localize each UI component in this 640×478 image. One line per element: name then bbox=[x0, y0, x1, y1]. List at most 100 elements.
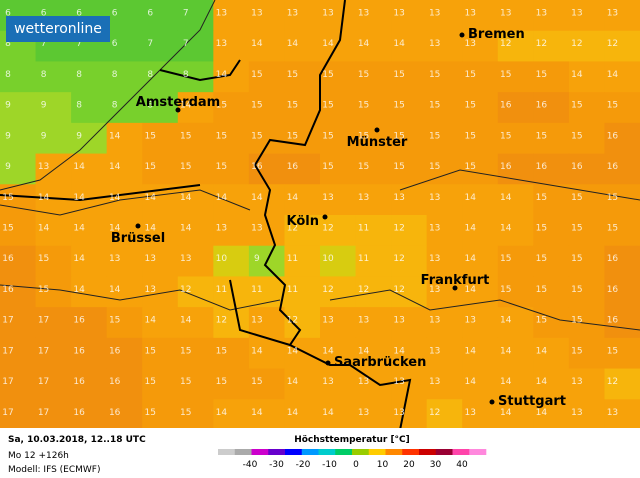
temperature-cell bbox=[213, 30, 250, 62]
legend-swatch bbox=[218, 449, 236, 455]
city-dot bbox=[325, 360, 331, 366]
temperature-cell bbox=[426, 184, 463, 216]
city-name: Saarbrücken bbox=[334, 355, 426, 370]
temperature-cell bbox=[177, 61, 214, 93]
temperature-cell bbox=[284, 399, 321, 431]
temperature-cell bbox=[568, 245, 605, 277]
temperature-cell bbox=[604, 184, 640, 216]
temperature-value: 11 bbox=[287, 285, 298, 295]
temperature-value: 13 bbox=[109, 254, 120, 264]
legend-tick-label: 0 bbox=[353, 460, 359, 470]
temperature-cell bbox=[213, 92, 250, 124]
temperature-cell bbox=[462, 399, 499, 431]
temperature-cell bbox=[106, 215, 143, 247]
temperature-cell bbox=[568, 337, 605, 370]
temperature-cell bbox=[568, 153, 605, 185]
temperature-value: 17 bbox=[38, 408, 49, 418]
temperature-value: 16 bbox=[607, 131, 619, 141]
temperature-cell bbox=[71, 368, 108, 400]
temperature-value: 11 bbox=[216, 285, 227, 295]
logo: wetteronline bbox=[14, 21, 102, 37]
city-dot bbox=[489, 399, 495, 405]
temperature-value: 12 bbox=[393, 224, 404, 234]
temperature-value: 16 bbox=[607, 162, 619, 172]
temperature-value: 11 bbox=[251, 285, 262, 295]
temperature-field bbox=[0, 0, 640, 431]
temperature-value: 8 bbox=[183, 70, 189, 80]
temperature-value: 13 bbox=[571, 408, 582, 418]
temperature-value: 14 bbox=[251, 193, 263, 203]
temperature-cell bbox=[142, 276, 179, 308]
temperature-value: 16 bbox=[251, 162, 263, 172]
legend: -40 -30 -20 -10 0 10 20 30 40 bbox=[218, 449, 487, 470]
temperature-value: 17 bbox=[38, 377, 49, 387]
temperature-value: 14 bbox=[251, 39, 263, 49]
temperature-value: 16 bbox=[73, 408, 85, 418]
city-name: Köln bbox=[287, 214, 320, 229]
temperature-cell bbox=[355, 30, 392, 62]
legend-tick-label: 40 bbox=[456, 460, 468, 470]
temperature-cell bbox=[248, 368, 285, 400]
temperature-cell bbox=[71, 153, 108, 185]
temperature-cell bbox=[391, 153, 428, 185]
temperature-value: 8 bbox=[5, 70, 11, 80]
temperature-cell bbox=[71, 61, 108, 93]
legend-swatch bbox=[452, 449, 470, 455]
temperature-value: 15 bbox=[607, 193, 618, 203]
temperature-cell bbox=[568, 92, 605, 124]
temperature-cell bbox=[568, 276, 605, 308]
temperature-cell bbox=[35, 276, 72, 308]
temperature-cell bbox=[0, 307, 37, 339]
temperature-cell bbox=[71, 337, 108, 370]
temperature-value: 15 bbox=[429, 101, 440, 111]
temperature-value: 12 bbox=[393, 285, 404, 295]
temperature-value: 13 bbox=[429, 39, 440, 49]
temperature-value: 13 bbox=[464, 408, 475, 418]
temperature-cell bbox=[497, 399, 534, 431]
temperature-value: 15 bbox=[144, 131, 155, 141]
temperature-cell bbox=[106, 337, 143, 370]
temperature-value: 13 bbox=[216, 39, 227, 49]
temperature-value: 13 bbox=[393, 377, 404, 387]
temperature-value: 15 bbox=[571, 224, 582, 234]
temperature-cell bbox=[604, 153, 640, 185]
temperature-cell bbox=[177, 368, 214, 400]
temperature-cell bbox=[284, 30, 321, 62]
city-dot bbox=[459, 32, 465, 38]
temperature-value: 13 bbox=[216, 224, 227, 234]
temperature-cell bbox=[568, 122, 605, 155]
legend-swatch bbox=[352, 449, 370, 455]
temperature-cell bbox=[391, 399, 428, 431]
logo-box bbox=[6, 16, 110, 42]
temperature-value: 15 bbox=[358, 70, 369, 80]
country-border bbox=[253, 0, 412, 431]
temperature-cell bbox=[355, 153, 392, 185]
temperature-value: 14 bbox=[322, 346, 334, 356]
temperature-cell bbox=[391, 184, 428, 216]
region-border bbox=[0, 189, 251, 216]
value-grid: 6 6 6 6 6 7 13 13 13 13 13 13 13 13 13 13 13 13 8 7 7 6 7 7 13 14… bbox=[2, 9, 618, 418]
temperature-cell bbox=[391, 245, 428, 277]
temperature-value: 12 bbox=[536, 39, 547, 49]
temperature-cell bbox=[497, 307, 534, 339]
temperature-value: 7 bbox=[183, 9, 189, 19]
temperature-cell bbox=[320, 399, 357, 431]
temperature-cell bbox=[497, 215, 534, 247]
temperature-value: 13 bbox=[464, 39, 475, 49]
temperature-cell bbox=[248, 30, 285, 62]
temperature-cell bbox=[0, 337, 37, 370]
temperature-value: 11 bbox=[358, 254, 369, 264]
temperature-value: 14 bbox=[464, 254, 476, 264]
temperature-cell bbox=[604, 122, 640, 155]
temperature-cell bbox=[568, 368, 605, 400]
temperature-cell bbox=[426, 245, 463, 277]
temperature-cell bbox=[391, 337, 428, 370]
temperature-value: 11 bbox=[358, 224, 369, 234]
country-border bbox=[229, 279, 291, 346]
legend-swatch bbox=[402, 449, 420, 455]
temperature-cell bbox=[248, 399, 285, 431]
temperature-value: 9 bbox=[5, 131, 11, 141]
temperature-value: 15 bbox=[2, 224, 13, 234]
temperature-value: 8 bbox=[147, 70, 153, 80]
temperature-value: 16 bbox=[73, 346, 85, 356]
